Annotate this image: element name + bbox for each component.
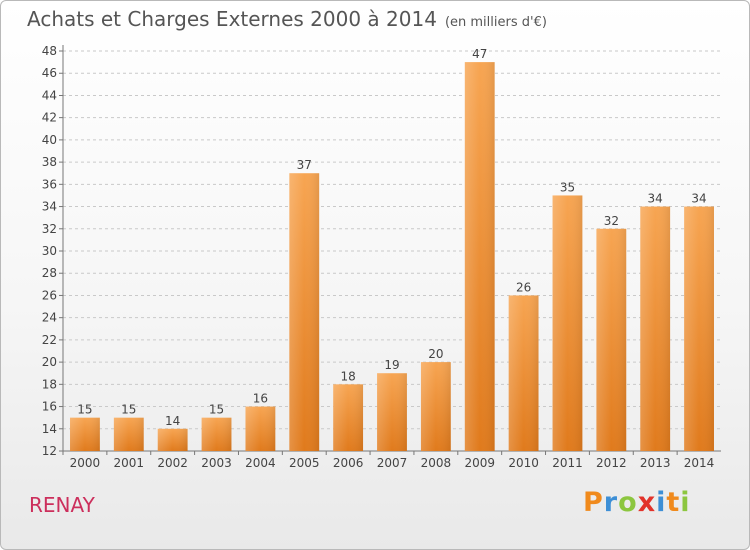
data-label-2007: 19: [384, 358, 399, 372]
y-tick-label: 18: [42, 377, 57, 391]
chart-title-text: Achats et Charges Externes 2000 à 2014: [27, 7, 437, 31]
y-tick-label: 44: [42, 88, 57, 102]
bar-shade: [201, 417, 232, 451]
x-tick-label-2001: 2001: [114, 456, 145, 470]
x-tick-label-2000: 2000: [70, 456, 101, 470]
data-label-2004: 16: [253, 392, 268, 406]
data-label-2009: 47: [472, 47, 487, 61]
data-label-2003: 15: [209, 403, 224, 417]
chart-title: Achats et Charges Externes 2000 à 2014 (e…: [27, 7, 547, 31]
data-label-2013: 34: [648, 192, 663, 206]
y-tick-label: 40: [42, 133, 57, 147]
bar-shade: [70, 417, 100, 451]
data-label-2014: 34: [691, 192, 706, 206]
x-tick-label-2012: 2012: [596, 456, 627, 470]
proxiti-logo: Proxiti: [583, 487, 691, 518]
y-tick-label: 12: [42, 444, 57, 458]
bar-shade: [640, 206, 671, 451]
y-tick-label: 48: [42, 44, 57, 58]
x-tick-label-2004: 2004: [245, 456, 276, 470]
x-tick-label-2002: 2002: [157, 456, 188, 470]
x-tick-label-2008: 2008: [421, 456, 452, 470]
bar-shade: [377, 373, 407, 451]
y-tick-label: 28: [42, 266, 57, 280]
x-tick-label-2009: 2009: [464, 456, 495, 470]
data-label-2006: 18: [340, 369, 355, 383]
x-tick-label-2010: 2010: [508, 456, 539, 470]
x-tick-label-2007: 2007: [377, 456, 408, 470]
bar-shade: [508, 295, 539, 451]
y-tick-label: 32: [42, 222, 57, 236]
bar-shade: [113, 417, 144, 451]
data-label-2000: 15: [77, 403, 92, 417]
y-tick-label: 24: [42, 311, 57, 325]
bar-shade: [289, 173, 320, 451]
data-label-2005: 37: [297, 158, 312, 172]
x-tick-label-2005: 2005: [289, 456, 320, 470]
bar-shade: [333, 384, 364, 451]
y-tick-label: 22: [42, 333, 57, 347]
x-tick-label-2011: 2011: [552, 456, 583, 470]
x-tick-label-2003: 2003: [201, 456, 232, 470]
data-label-2001: 15: [121, 403, 136, 417]
y-tick-label: 38: [42, 155, 57, 169]
y-tick-label: 46: [42, 66, 57, 80]
data-label-2012: 32: [604, 214, 619, 228]
bar-shade: [596, 228, 627, 451]
data-label-2010: 26: [516, 280, 531, 294]
x-tick-label-2006: 2006: [333, 456, 364, 470]
chart-unit: (en milliers d'€): [444, 15, 547, 30]
y-tick-label: 42: [42, 111, 57, 125]
y-tick-label: 14: [42, 422, 57, 436]
x-tick-label-2014: 2014: [684, 456, 715, 470]
bar-shade: [157, 428, 188, 451]
data-label-2002: 14: [165, 414, 180, 428]
data-label-2008: 20: [428, 347, 443, 361]
bar-shade: [464, 62, 495, 451]
y-tick-label: 20: [42, 355, 57, 369]
y-tick-label: 30: [42, 244, 57, 258]
y-tick-label: 16: [42, 400, 57, 414]
y-tick-label: 26: [42, 288, 57, 302]
x-tick-label-2013: 2013: [640, 456, 671, 470]
bar-shade: [245, 406, 276, 451]
bar-shade: [684, 206, 714, 451]
data-label-2011: 35: [560, 180, 575, 194]
y-tick-label: 34: [42, 200, 57, 214]
bar-shade: [420, 362, 451, 451]
y-tick-label: 36: [42, 177, 57, 191]
commune-name: RENAY: [29, 493, 95, 517]
bar-shade: [552, 195, 583, 451]
